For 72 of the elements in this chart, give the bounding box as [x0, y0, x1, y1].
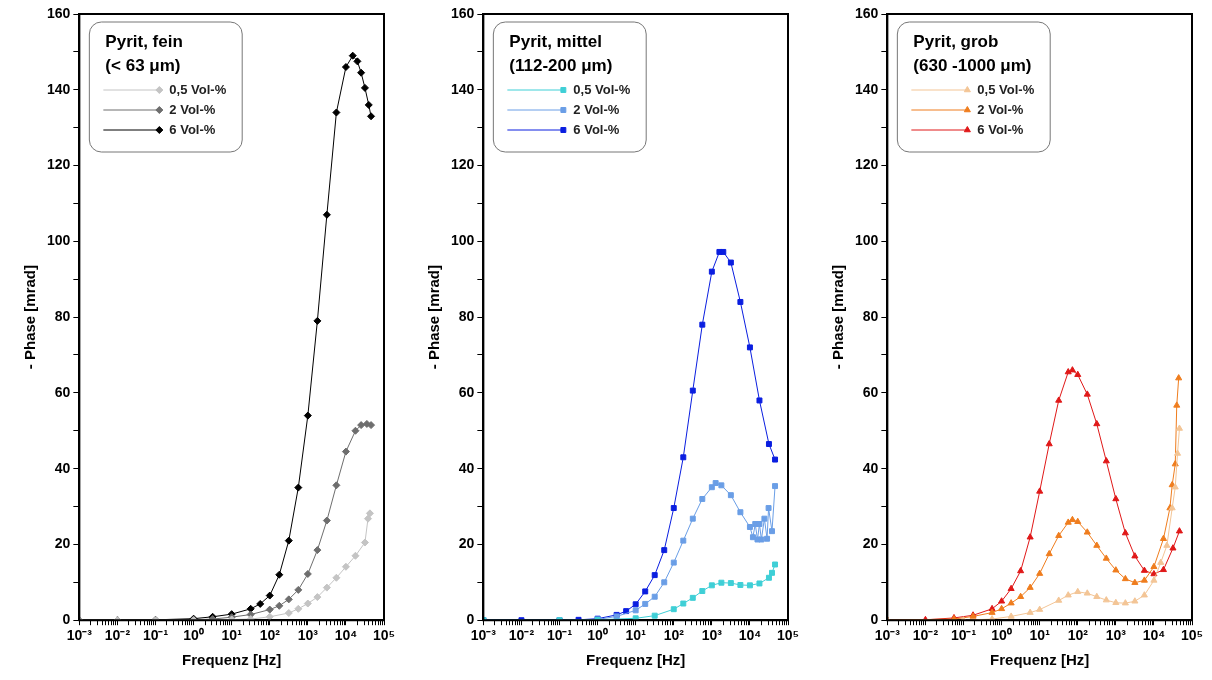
- y-tick-label: 20: [54, 535, 71, 552]
- y-tick-label: 120: [451, 156, 475, 173]
- y-tick-label: 80: [458, 307, 475, 324]
- legend-label: 2 Vol-%: [977, 101, 1024, 117]
- x-tick-label: 10¹: [221, 627, 243, 644]
- legend-label: 2 Vol-%: [573, 101, 620, 117]
- x-tick-label: 10⁻²: [104, 627, 131, 644]
- x-tick-label: 10³: [1105, 627, 1127, 644]
- x-tick-label: 10⁻²: [912, 627, 939, 644]
- y-tick-label: 60: [458, 383, 475, 400]
- y-tick-label: 140: [451, 80, 475, 97]
- y-tick-label: 160: [47, 4, 71, 21]
- y-axis-title: - Phase [mrad]: [425, 265, 443, 370]
- legend-title: Pyrit, grob (630 -1000 μm): [913, 31, 1032, 75]
- x-tick-label: 10⁵: [1180, 627, 1204, 644]
- x-axis-title: Frequenz [Hz]: [990, 651, 1090, 669]
- y-tick-label: 40: [458, 459, 475, 476]
- x-tick-label: 10²: [1067, 627, 1089, 644]
- y-tick-label: 0: [62, 611, 71, 628]
- x-tick-label: 10¹: [1029, 627, 1051, 644]
- y-axis-title: - Phase [mrad]: [829, 265, 847, 370]
- y-tick-label: 100: [451, 232, 475, 249]
- x-tick-label: 10⁴: [738, 627, 762, 644]
- x-tick-label: 10⁵: [372, 627, 396, 644]
- y-tick-label: 100: [855, 232, 879, 249]
- y-axis-title: - Phase [mrad]: [21, 265, 39, 370]
- legend-label: 0,5 Vol-%: [169, 81, 227, 97]
- x-tick-label: 10⁻¹: [546, 627, 573, 644]
- y-tick-label: 140: [855, 80, 879, 97]
- x-tick-label: 10⁻³: [874, 627, 901, 644]
- y-tick-label: 80: [862, 307, 879, 324]
- x-tick-label: 10⁻³: [470, 627, 497, 644]
- x-tick-label: 10²: [663, 627, 685, 644]
- y-tick-label: 40: [862, 459, 879, 476]
- y-tick-label: 60: [54, 383, 71, 400]
- x-tick-label: 10⁴: [334, 627, 358, 644]
- y-tick-label: 160: [855, 4, 879, 21]
- y-tick-label: 120: [855, 156, 879, 173]
- legend-label: 2 Vol-%: [169, 101, 216, 117]
- y-tick-label: 60: [862, 383, 879, 400]
- x-axis-title: Frequenz [Hz]: [586, 651, 686, 669]
- legend-title: Pyrit, mittel (112-200 μm): [509, 31, 613, 75]
- y-tick-label: 40: [54, 459, 71, 476]
- x-tick-label: 10⁻²: [508, 627, 535, 644]
- x-tick-label: 10⁵: [776, 627, 800, 644]
- x-tick-label: 10³: [701, 627, 723, 644]
- y-tick-label: 100: [47, 232, 71, 249]
- y-tick-label: 20: [862, 535, 879, 552]
- legend-label: 6 Vol-%: [977, 121, 1024, 137]
- y-tick-label: 80: [54, 307, 71, 324]
- x-tick-label: 10²: [259, 627, 281, 644]
- legend-label: 6 Vol-%: [169, 121, 216, 137]
- x-tick-label: 10⁻¹: [950, 627, 977, 644]
- x-tick-label: 10⁴: [1142, 627, 1166, 644]
- legend-label: 0,5 Vol-%: [573, 81, 631, 97]
- x-tick-label: 10⁰: [587, 627, 608, 644]
- y-tick-label: 20: [458, 535, 475, 552]
- y-tick-label: 0: [466, 611, 475, 628]
- x-tick-label: 10⁰: [991, 627, 1012, 644]
- x-tick-label: 10⁻¹: [142, 627, 169, 644]
- x-tick-label: 10¹: [625, 627, 647, 644]
- legend-label: 6 Vol-%: [573, 121, 620, 137]
- x-tick-label: 10⁻³: [66, 627, 93, 644]
- x-tick-label: 10⁰: [183, 627, 204, 644]
- x-axis-title: Frequenz [Hz]: [182, 651, 282, 669]
- y-tick-label: 160: [451, 4, 475, 21]
- legend-label: 0,5 Vol-%: [977, 81, 1035, 97]
- y-tick-label: 120: [47, 156, 71, 173]
- legend-title: Pyrit, fein (< 63 μm): [105, 31, 183, 75]
- x-tick-label: 10³: [297, 627, 319, 644]
- y-tick-label: 0: [870, 611, 879, 628]
- y-tick-label: 140: [47, 80, 71, 97]
